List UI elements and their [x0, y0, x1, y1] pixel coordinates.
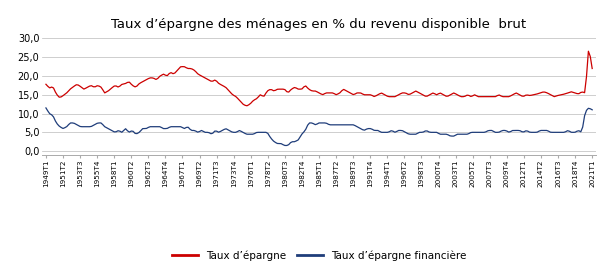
Taux d’épargne financière [48, 113, 55, 116]
Taux d’épargne [475, 95, 482, 98]
Taux d’épargne financière [124, 129, 131, 132]
Taux d’épargne [243, 104, 250, 107]
Taux d’épargne financière [589, 108, 596, 111]
Taux d’épargne financière [67, 121, 74, 124]
Taux d’épargne financière [42, 106, 49, 109]
Taux d’épargne financière [281, 144, 288, 147]
Taux d’épargne [124, 81, 131, 84]
Taux d’épargne [67, 87, 74, 91]
Title: Taux d’épargne des ménages en % du revenu disponible  brut: Taux d’épargne des ménages en % du reven… [111, 18, 527, 31]
Taux d’épargne financière [475, 131, 482, 134]
Legend: Taux d’épargne, Taux d’épargne financière: Taux d’épargne, Taux d’épargne financièr… [167, 247, 471, 265]
Taux d’épargne [589, 67, 596, 70]
Taux d’épargne [225, 88, 232, 91]
Taux d’épargne [585, 50, 592, 53]
Line: Taux d’épargne financière: Taux d’épargne financière [46, 108, 592, 146]
Taux d’épargne financière [310, 122, 317, 125]
Line: Taux d’épargne: Taux d’épargne [46, 51, 592, 106]
Taux d’épargne [310, 89, 317, 93]
Taux d’épargne financière [225, 128, 232, 131]
Taux d’épargne [48, 85, 55, 89]
Taux d’épargne [42, 83, 49, 86]
